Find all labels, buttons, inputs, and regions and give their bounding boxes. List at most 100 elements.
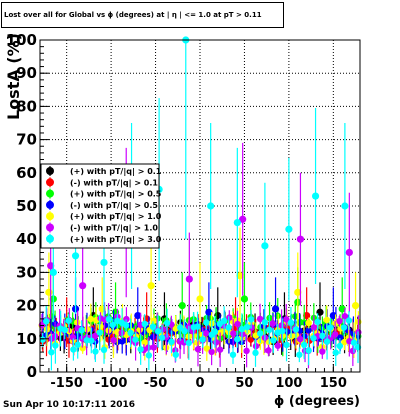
data-point [212, 339, 220, 346]
data-point [239, 215, 247, 223]
data-point [285, 225, 293, 233]
data-point [323, 338, 331, 345]
data-point [345, 317, 353, 324]
data-point [261, 242, 269, 250]
timestamp: Sun Apr 10 10:17:11 2016 [3, 400, 136, 410]
data-point [332, 349, 339, 356]
data-point [303, 311, 311, 320]
data-point [341, 313, 349, 320]
data-point [141, 320, 148, 328]
data-point [256, 330, 264, 337]
data-point [225, 324, 232, 331]
data-point [256, 315, 264, 323]
x-tick-label: -150 [50, 376, 83, 391]
data-point [134, 311, 142, 320]
data-point [88, 337, 95, 344]
data-point [71, 252, 80, 260]
data-point [92, 348, 99, 355]
data-point [327, 324, 334, 331]
data-point [87, 315, 94, 323]
data-point [185, 275, 193, 283]
data-point [247, 336, 254, 343]
data-point [336, 317, 343, 325]
data-point [47, 262, 55, 270]
data-point [105, 316, 113, 323]
data-point [239, 331, 246, 338]
x-tick-label: 150 [320, 376, 347, 391]
data-point [234, 320, 241, 328]
data-point [100, 258, 108, 267]
data-point [271, 305, 280, 313]
data-point [43, 318, 50, 325]
legend-label: (+) with pT/|q| > 1.0 [70, 212, 162, 221]
data-point [172, 351, 180, 358]
data-point [300, 341, 308, 349]
data-point [349, 347, 357, 355]
data-point [319, 332, 326, 340]
data-point [100, 346, 108, 354]
data-point [168, 338, 175, 346]
data-point [61, 326, 68, 334]
y-tick-label: 60 [16, 164, 37, 182]
data-point [310, 324, 318, 331]
data-point [238, 325, 246, 333]
legend-label: (+) with pT/|q| > 0.1 [70, 167, 162, 176]
data-point [177, 324, 184, 331]
data-point [79, 282, 87, 290]
legend-marker [46, 212, 54, 221]
data-point [202, 330, 210, 337]
data-point [158, 334, 166, 341]
data-point [233, 219, 241, 227]
data-point [194, 346, 202, 353]
data-point [314, 318, 321, 326]
data-point [122, 322, 130, 329]
data-point [278, 322, 285, 329]
data-point [109, 321, 117, 329]
y-tick-label: 40 [16, 230, 37, 248]
legend-marker [46, 178, 54, 187]
data-point [234, 336, 241, 343]
data-point [351, 302, 360, 310]
data-point [269, 320, 276, 327]
data-point [203, 345, 211, 352]
data-point [105, 336, 112, 343]
data-point [49, 268, 57, 276]
data-point [336, 342, 344, 350]
data-point [39, 336, 46, 343]
data-point [91, 332, 99, 340]
data-point [350, 339, 358, 346]
data-point [194, 323, 201, 330]
data-point [216, 346, 224, 353]
data-point [345, 248, 353, 257]
data-point [127, 329, 134, 337]
y-tick-label: 10 [16, 330, 37, 348]
data-point [178, 302, 186, 310]
legend-marker [46, 223, 54, 232]
data-point [45, 288, 53, 296]
data-point [226, 314, 233, 321]
data-point [150, 344, 157, 351]
data-point [96, 329, 103, 336]
data-point [266, 326, 273, 334]
data-point [181, 327, 188, 335]
data-point [247, 316, 255, 323]
legend-marker [46, 200, 54, 209]
data-point [207, 202, 215, 210]
x-tick-label: 0 [195, 376, 204, 391]
data-point [137, 346, 144, 353]
y-tick-label: 100 [6, 31, 37, 49]
data-point [154, 328, 162, 335]
data-point [69, 334, 76, 341]
data-point [230, 330, 237, 337]
data-point [136, 326, 144, 333]
data-point [331, 331, 339, 338]
data-point [261, 319, 269, 326]
data-point [48, 349, 55, 356]
data-point [193, 339, 201, 346]
data-point [196, 295, 204, 303]
data-point [79, 345, 86, 352]
data-point [123, 315, 130, 323]
data-point [180, 339, 188, 346]
legend-label: (+) with pT/|q| > 3.0 [70, 235, 162, 244]
legend-marker [46, 234, 54, 243]
